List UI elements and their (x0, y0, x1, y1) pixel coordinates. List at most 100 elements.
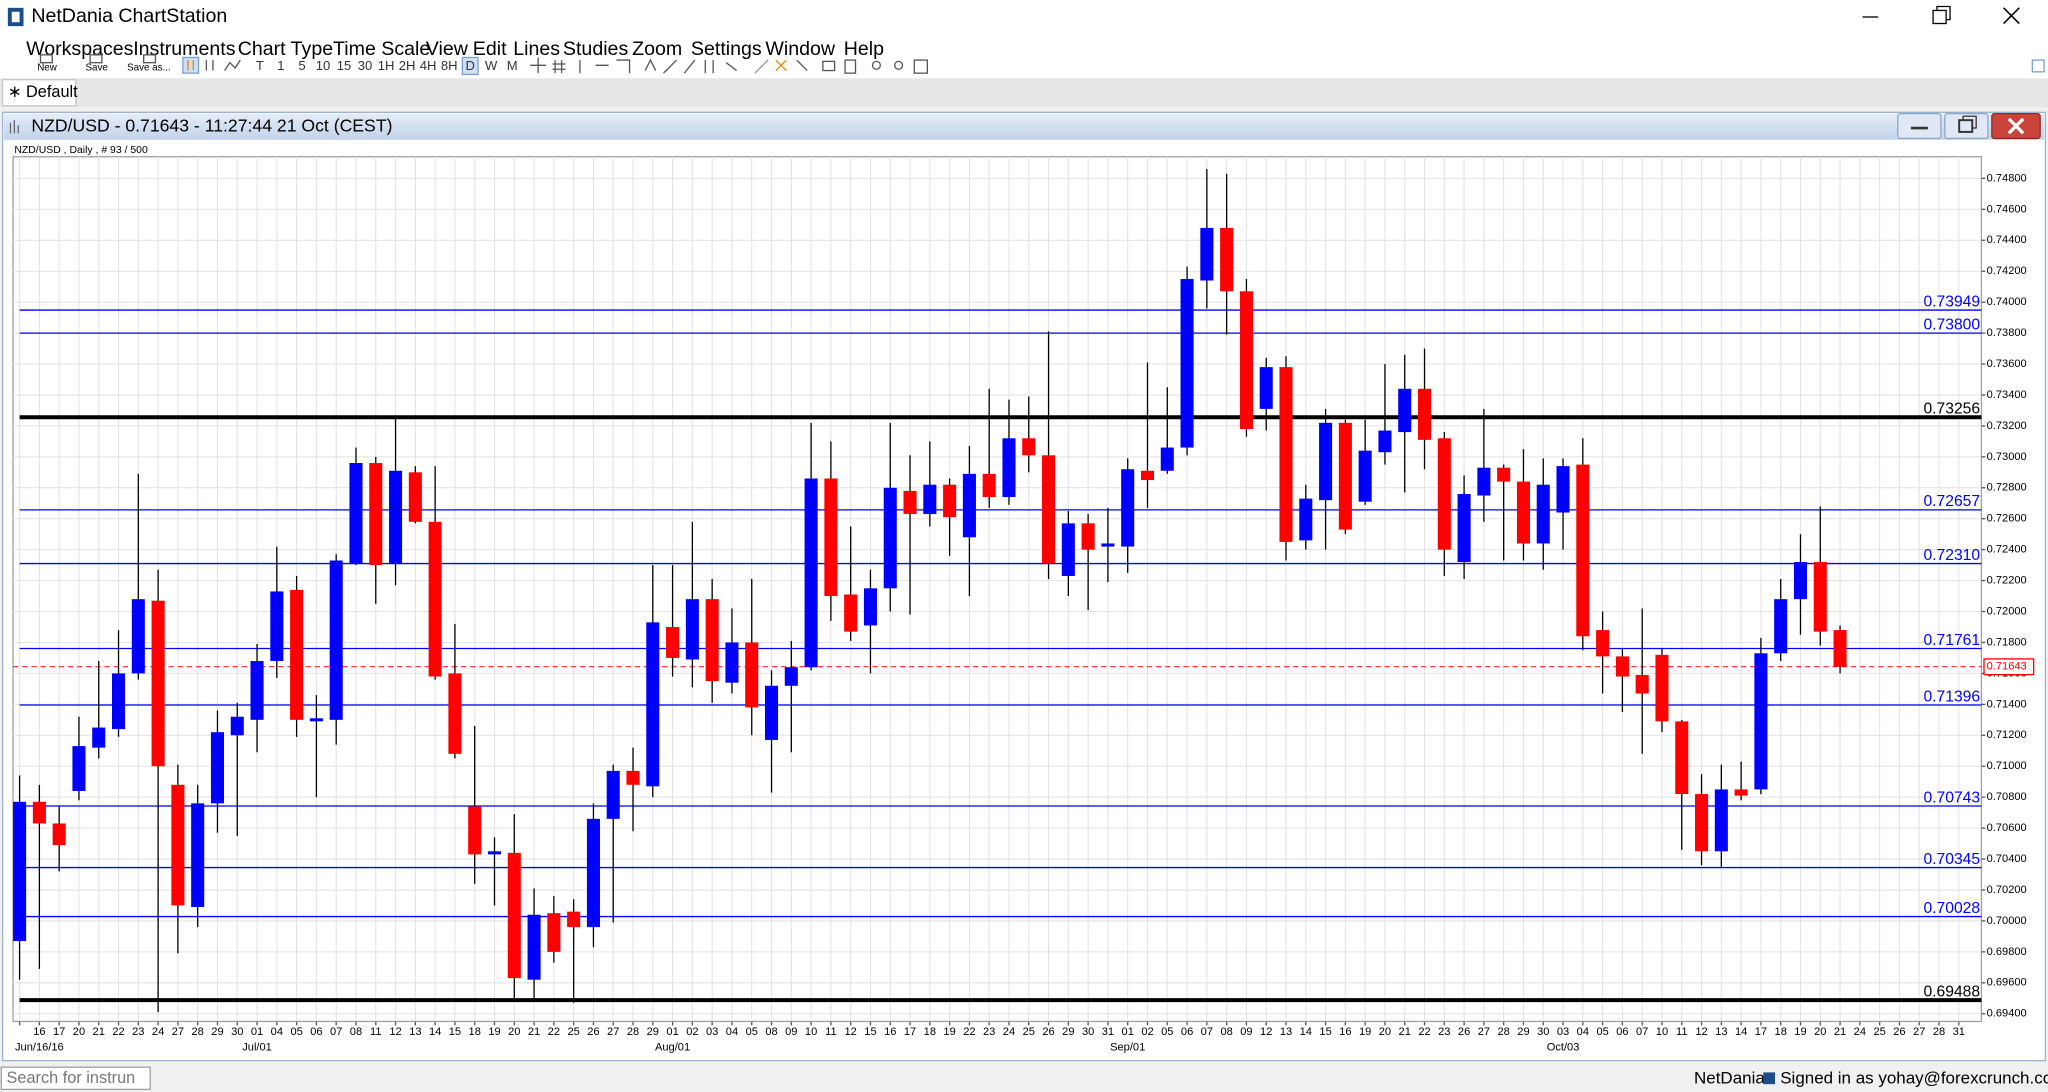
x-tick-label: 18 (469, 1026, 481, 1038)
signed-in: Signed in as yohay@forexcrunch.com (1780, 1068, 2048, 1087)
month-label: Jun/16/16 (15, 1042, 64, 1054)
last-price-box (1983, 658, 2035, 676)
candle-body (389, 470, 403, 564)
timescale-button[interactable]: 5 (298, 58, 305, 73)
x-tick-label: 24 (1854, 1026, 1866, 1038)
timescale-button[interactable]: 1H (378, 58, 395, 73)
menu-item[interactable]: Chart Type (238, 38, 334, 60)
candle-body (1101, 543, 1115, 547)
menu-item[interactable]: Time Scale (333, 38, 430, 60)
timescale-button[interactable]: 4H (420, 58, 437, 73)
y-tick-label: 0.70600 (1987, 822, 2027, 834)
x-tick-label: 04 (271, 1026, 283, 1038)
candle-body (1516, 481, 1530, 544)
search-placeholder[interactable]: Search for instrun (7, 1069, 136, 1087)
candle-body (13, 801, 27, 942)
chart-window-close[interactable] (1991, 112, 2041, 140)
x-tick-label: 16 (33, 1026, 45, 1038)
candle-body (626, 770, 640, 785)
month-label: Jul/01 (242, 1042, 272, 1054)
chart-window-minimize[interactable] (1897, 112, 1942, 140)
x-tick-label: 26 (1042, 1026, 1054, 1038)
toolbar-button[interactable]: New (37, 63, 58, 74)
menu-item[interactable]: Instruments (133, 38, 235, 60)
x-tick-label: 01 (666, 1026, 678, 1038)
y-tick-label: 0.72400 (1987, 544, 2027, 556)
close-button[interactable] (2003, 7, 2020, 25)
x-tick-label: 26 (1458, 1026, 1470, 1038)
tab[interactable] (1, 79, 77, 107)
timescale-button[interactable]: 2H (399, 58, 416, 73)
x-tick-label: 31 (1953, 1026, 1965, 1038)
candle-body (1081, 523, 1095, 550)
menu-item[interactable]: Help (844, 38, 884, 60)
candle-body (290, 589, 304, 720)
x-tick-label: 25 (1873, 1026, 1885, 1038)
active-timescale (461, 56, 479, 76)
x-tick-label: 28 (192, 1026, 204, 1038)
chart-info: NZD/USD , Daily , # 93 / 500 (14, 145, 148, 156)
menu-item[interactable]: Edit (473, 38, 507, 60)
x-tick-label: 14 (1735, 1026, 1747, 1038)
restore-button[interactable] (1932, 5, 1951, 25)
x-tick-label: 01 (251, 1026, 263, 1038)
x-tick-label: 07 (1636, 1026, 1648, 1038)
menu-item[interactable]: Workspaces (26, 38, 134, 60)
x-tick-label: 31 (1102, 1026, 1114, 1038)
menu-item[interactable]: Settings (691, 38, 762, 60)
x-tick-label: 08 (350, 1026, 362, 1038)
level-label: 0.72310 (1923, 547, 1980, 564)
candle-body (191, 803, 205, 907)
timescale-button[interactable]: 30 (358, 58, 373, 73)
menu-item[interactable]: Lines (513, 38, 560, 60)
timescale-button[interactable]: 1 (277, 58, 284, 73)
x-tick-label: 11 (825, 1026, 837, 1038)
y-tick-label: 0.74000 (1987, 296, 2027, 308)
candle-body (1497, 467, 1511, 482)
candle-body (1615, 656, 1629, 677)
timescale-button[interactable]: 15 (337, 58, 352, 73)
timescale-button[interactable]: T (256, 58, 264, 73)
tab-label[interactable]: ∗ Default (8, 83, 78, 101)
x-tick-label: 28 (627, 1026, 639, 1038)
y-tick-label: 0.71800 (1987, 636, 2027, 648)
timescale-button[interactable]: W (485, 58, 498, 73)
timescale-button[interactable]: 8H (441, 58, 458, 73)
menu-item[interactable]: Studies (563, 38, 629, 60)
x-tick-label: 07 (330, 1026, 342, 1038)
plot: 0.74800 0.74600 0.74400 0.74200 0.74000 0.738… (13, 156, 2035, 1054)
toolbar-icons (39, 54, 2045, 74)
menu-item[interactable]: Window (765, 38, 835, 60)
level-label: 0.71396 (1923, 688, 1980, 705)
x-tick-label: 14 (1300, 1026, 1312, 1038)
toolbar-button[interactable]: Save (86, 63, 108, 74)
candle-body (943, 484, 957, 518)
candle-body (923, 484, 937, 515)
candle-body (151, 600, 165, 767)
x-tick-label: 21 (93, 1026, 105, 1038)
candle-body (250, 661, 264, 720)
candle-body (1299, 498, 1313, 541)
x-tick-label: 12 (1695, 1026, 1707, 1038)
search-box[interactable] (0, 1066, 151, 1091)
month-label: Oct/03 (1547, 1042, 1580, 1054)
x-tick-label: 10 (1656, 1026, 1668, 1038)
candle-body (725, 642, 739, 683)
menu-item[interactable]: View (426, 38, 469, 60)
timescale-button[interactable]: M (507, 58, 518, 73)
menu-item[interactable]: Zoom (632, 38, 682, 60)
candle-body (1457, 493, 1471, 563)
x-tick-label: 27 (1478, 1026, 1490, 1038)
x-tick-label: 13 (1280, 1026, 1292, 1038)
timescale-button[interactable]: 10 (316, 58, 331, 73)
x-tick-label: 14 (429, 1026, 441, 1038)
x-tick-label: 15 (449, 1026, 461, 1038)
toolbar-button[interactable]: Save as... (127, 63, 170, 74)
chart-window-restore[interactable] (1944, 112, 1989, 140)
x-tick-label: 12 (1260, 1026, 1272, 1038)
timescale-button[interactable]: D (465, 58, 474, 73)
candle-body (408, 472, 422, 522)
candle-body (606, 770, 620, 819)
